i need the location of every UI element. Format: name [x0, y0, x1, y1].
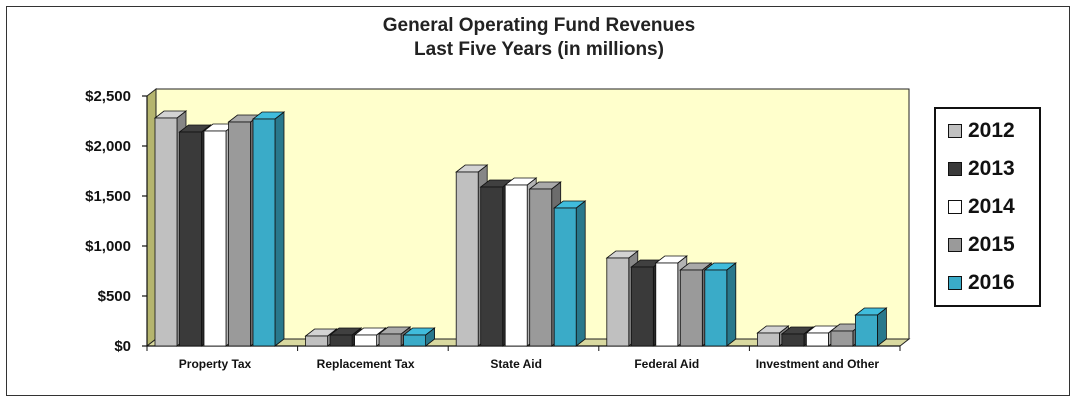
legend-label: 2012	[968, 119, 1015, 142]
chart-title-line2: Last Five Years (in millions)	[414, 39, 664, 60]
legend-swatch	[948, 200, 962, 214]
legend-item-2012: 2012	[948, 119, 1015, 143]
bar-2016	[553, 200, 587, 347]
legend-label: 2013	[968, 157, 1015, 180]
bar-2016	[251, 111, 286, 347]
legend-swatch	[948, 238, 962, 252]
y-tick-label: $2,000	[85, 138, 131, 155]
y-tick-label: $1,000	[85, 238, 131, 255]
chart-legend: 2012 2013 2014 2015 2016	[934, 107, 1041, 307]
category-label: State Aid	[490, 357, 542, 371]
legend-item-2015: 2015	[948, 233, 1015, 257]
legend-label: 2016	[968, 271, 1015, 294]
bar-2013	[328, 327, 363, 347]
bar-2016	[402, 327, 436, 347]
legend-item-2014: 2014	[948, 195, 1015, 219]
bar-2016	[854, 307, 888, 347]
legend-item-2013: 2013	[948, 157, 1015, 181]
legend-swatch	[948, 162, 962, 176]
legend-label: 2014	[968, 195, 1015, 218]
category-label: Federal Aid	[634, 357, 699, 371]
legend-swatch	[948, 276, 962, 290]
category-label: Property Tax	[179, 357, 252, 371]
chart-title: General Operating Fund Revenues Last Fiv…	[0, 14, 1078, 62]
legend-label: 2015	[968, 233, 1015, 256]
y-tick-label: $0	[114, 338, 131, 355]
legend-swatch	[948, 124, 962, 138]
legend-item-2016: 2016	[948, 271, 1015, 295]
bar-2016	[703, 262, 737, 347]
y-tick-label: $2,500	[85, 88, 131, 105]
chart-title-line1: General Operating Fund Revenues	[382, 15, 696, 36]
category-label: Investment and Other	[756, 357, 880, 371]
y-tick-label: $500	[98, 288, 131, 305]
bar-2015	[377, 326, 412, 347]
category-label: Replacement Tax	[317, 357, 415, 371]
y-tick-label: $1,500	[85, 188, 131, 205]
